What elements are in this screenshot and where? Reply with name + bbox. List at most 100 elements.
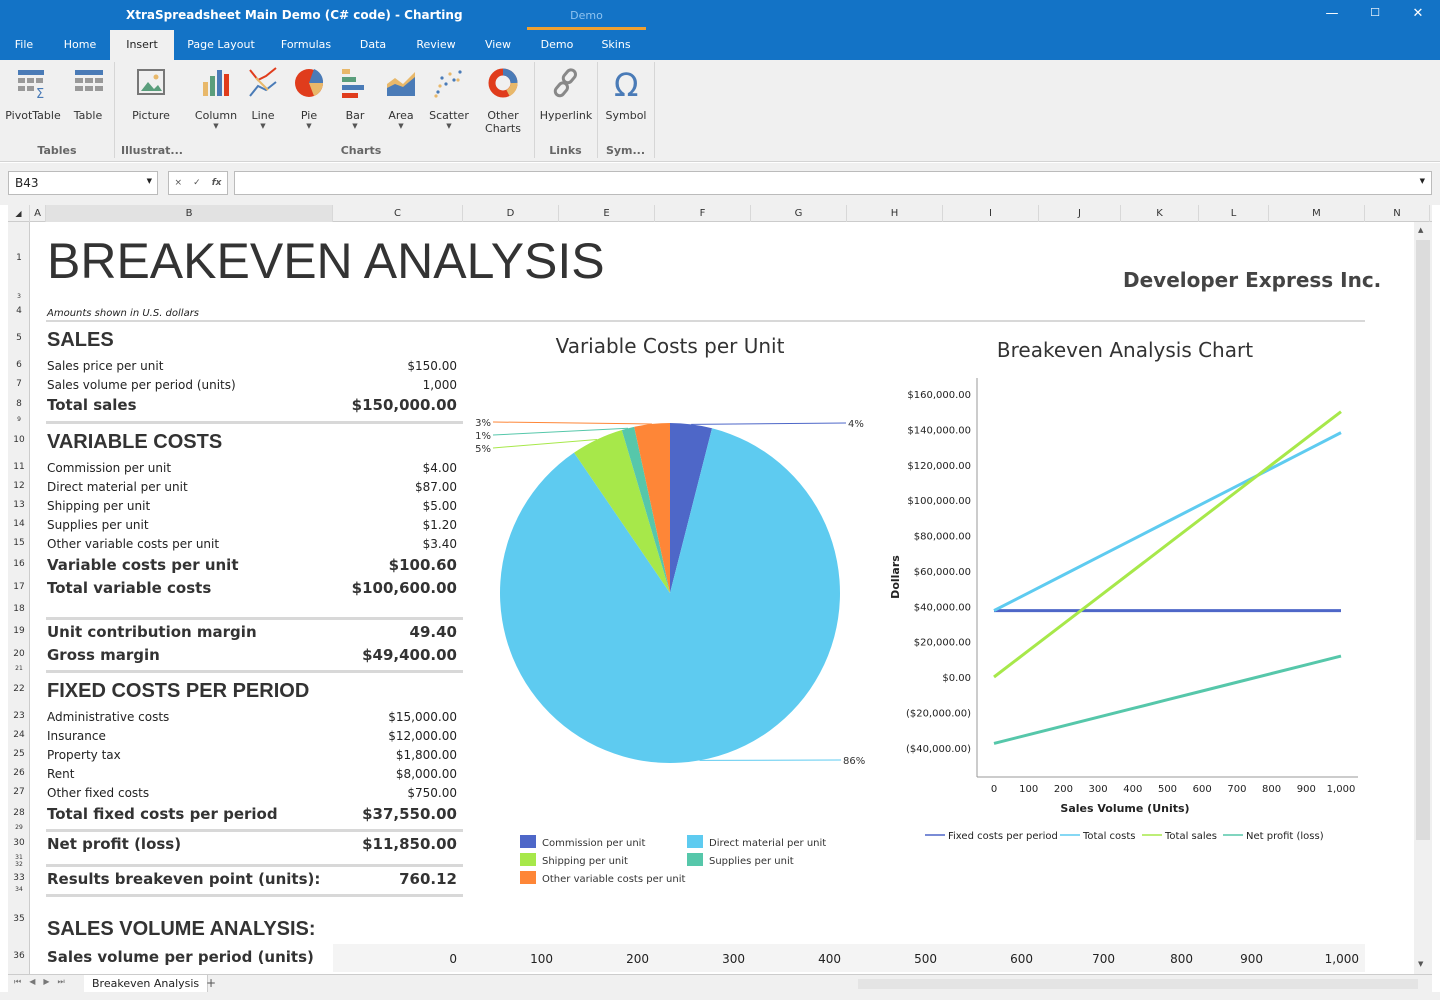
line-button[interactable]: Line ▼	[242, 60, 284, 130]
row-header-5[interactable]: 5	[16, 333, 22, 343]
tab-page-layout[interactable]: Page Layout	[187, 38, 255, 51]
tab-formulas[interactable]: Formulas	[280, 38, 332, 51]
row-header-26[interactable]: 26	[13, 768, 25, 778]
tab-insert[interactable]: Insert	[110, 30, 174, 60]
row-header-3[interactable]: 3	[17, 293, 21, 300]
row-header-17[interactable]: 17	[13, 582, 25, 592]
row-header-14[interactable]: 14	[13, 519, 25, 529]
column-header-b[interactable]: B	[46, 205, 333, 222]
table-button[interactable]: Table	[66, 60, 110, 122]
column-header-k[interactable]: K	[1121, 205, 1199, 222]
hyperlink-button[interactable]: Hyperlink	[538, 60, 594, 122]
row-header-24[interactable]: 24	[13, 730, 25, 740]
tab-view[interactable]: View	[484, 38, 512, 51]
chevron-down-icon[interactable]: ▼	[1419, 177, 1425, 185]
column-header-f[interactable]: F	[655, 205, 751, 222]
row-header-36[interactable]: 36	[13, 951, 25, 961]
sheet-tab-breakeven-analysis[interactable]: Breakeven Analysis	[84, 975, 209, 993]
column-header-e[interactable]: E	[559, 205, 655, 222]
check-icon[interactable]: ✓	[193, 178, 201, 188]
pie-slice-other-variable-costs-per-unit[interactable]	[634, 423, 670, 593]
tab-review[interactable]: Review	[416, 38, 456, 51]
row-header-23[interactable]: 23	[13, 711, 25, 721]
area-button[interactable]: Area ▼	[380, 60, 422, 130]
column-header-h[interactable]: H	[847, 205, 943, 222]
horizontal-scrollbar[interactable]	[858, 979, 1418, 989]
column-header-i[interactable]: I	[943, 205, 1039, 222]
column-header-g[interactable]: G	[751, 205, 847, 222]
symbol-button[interactable]: Ω Symbol	[600, 60, 652, 122]
row-header-21[interactable]: 21	[15, 665, 23, 672]
scroll-up-icon[interactable]: ▲	[1418, 226, 1424, 234]
series-line-net-profit-loss[interactable]	[993, 654, 1342, 745]
row-header-33[interactable]: 33	[13, 873, 25, 883]
row-header-6[interactable]: 6	[16, 360, 22, 370]
pie-slice-supplies-per-unit[interactable]	[621, 426, 670, 593]
context-tab-demo[interactable]: Demo	[527, 0, 646, 30]
series-line-total-sales[interactable]	[993, 410, 1342, 679]
pie-slice-direct-material-per-unit[interactable]	[500, 428, 840, 763]
row-header-20[interactable]: 20	[13, 649, 25, 659]
row-header-27[interactable]: 27	[13, 787, 25, 797]
vertical-scrollbar[interactable]: ▲ ▼	[1414, 222, 1432, 974]
select-all-corner[interactable]: ◢	[8, 205, 30, 222]
row-header-25[interactable]: 25	[13, 749, 25, 759]
row-header-30[interactable]: 30	[13, 838, 25, 848]
column-header-d[interactable]: D	[463, 205, 559, 222]
row-header-34[interactable]: 34	[15, 886, 23, 893]
row-header-10[interactable]: 10	[13, 435, 25, 445]
row-header-28[interactable]: 28	[13, 808, 25, 818]
row-header-16[interactable]: 16	[13, 559, 25, 569]
column-header-m[interactable]: M	[1269, 205, 1365, 222]
row-header-13[interactable]: 13	[13, 500, 25, 510]
formula-input[interactable]: ▼	[234, 171, 1432, 195]
scatter-button[interactable]: Scatter ▼	[424, 60, 474, 130]
bar-button[interactable]: Bar ▼	[334, 60, 376, 130]
pivottable-button[interactable]: Σ PivotTable	[4, 60, 62, 122]
pie-slice-shipping-per-unit[interactable]	[574, 429, 670, 593]
column-header-j[interactable]: J	[1039, 205, 1121, 222]
tab-demo[interactable]: Demo	[540, 38, 574, 51]
row-header-35[interactable]: 35	[13, 914, 25, 924]
column-header-n[interactable]: N	[1365, 205, 1430, 222]
row-header-22[interactable]: 22	[13, 684, 25, 694]
function-icon[interactable]: fx	[211, 178, 222, 188]
picture-button[interactable]: Picture	[122, 60, 180, 122]
row-header-1[interactable]: 1	[16, 253, 22, 263]
row-header-15[interactable]: 15	[13, 538, 25, 548]
add-sheet-button[interactable]: +	[206, 976, 217, 990]
scroll-down-icon[interactable]: ▼	[1418, 960, 1424, 968]
row-header-9[interactable]: 9	[17, 416, 21, 423]
series-line-total-costs[interactable]	[993, 431, 1342, 612]
column-button[interactable]: Column ▼	[192, 60, 240, 130]
row-header-19[interactable]: 19	[13, 626, 25, 636]
tab-file[interactable]: File	[14, 38, 34, 51]
minimize-button[interactable]: —	[1325, 6, 1339, 21]
column-header-c[interactable]: C	[333, 205, 463, 222]
row-header-32[interactable]: 32	[15, 861, 23, 868]
tab-data[interactable]: Data	[359, 38, 387, 51]
pie-button[interactable]: Pie ▼	[288, 60, 330, 130]
name-box[interactable]: B43 ▼	[8, 171, 158, 195]
scroll-thumb[interactable]	[1416, 240, 1430, 840]
tab-skins[interactable]: Skins	[601, 38, 631, 51]
cancel-icon[interactable]: ×	[174, 178, 183, 188]
chevron-down-icon[interactable]: ▼	[146, 177, 152, 185]
row-header-31[interactable]: 31	[15, 854, 23, 861]
row-header-11[interactable]: 11	[13, 462, 25, 472]
row-header-12[interactable]: 12	[13, 481, 25, 491]
maximize-button[interactable]: ☐	[1370, 6, 1380, 19]
row-header-18[interactable]: 18	[13, 604, 25, 614]
row-header-8[interactable]: 8	[16, 399, 22, 409]
row-header-4[interactable]: 4	[16, 306, 22, 316]
pie-slice-commission-per-unit[interactable]	[670, 423, 713, 593]
row-header-7[interactable]: 7	[16, 379, 22, 389]
column-header-l[interactable]: L	[1199, 205, 1269, 222]
other-charts-button[interactable]: Other Charts	[478, 60, 528, 135]
close-button[interactable]: ✕	[1412, 6, 1424, 21]
row-header-29[interactable]: 29	[15, 824, 23, 831]
sheet-nav-icons[interactable]: ⏮◀▶⏭	[14, 977, 73, 986]
column-header-a[interactable]: A	[30, 205, 46, 222]
tab-home[interactable]: Home	[63, 38, 97, 51]
